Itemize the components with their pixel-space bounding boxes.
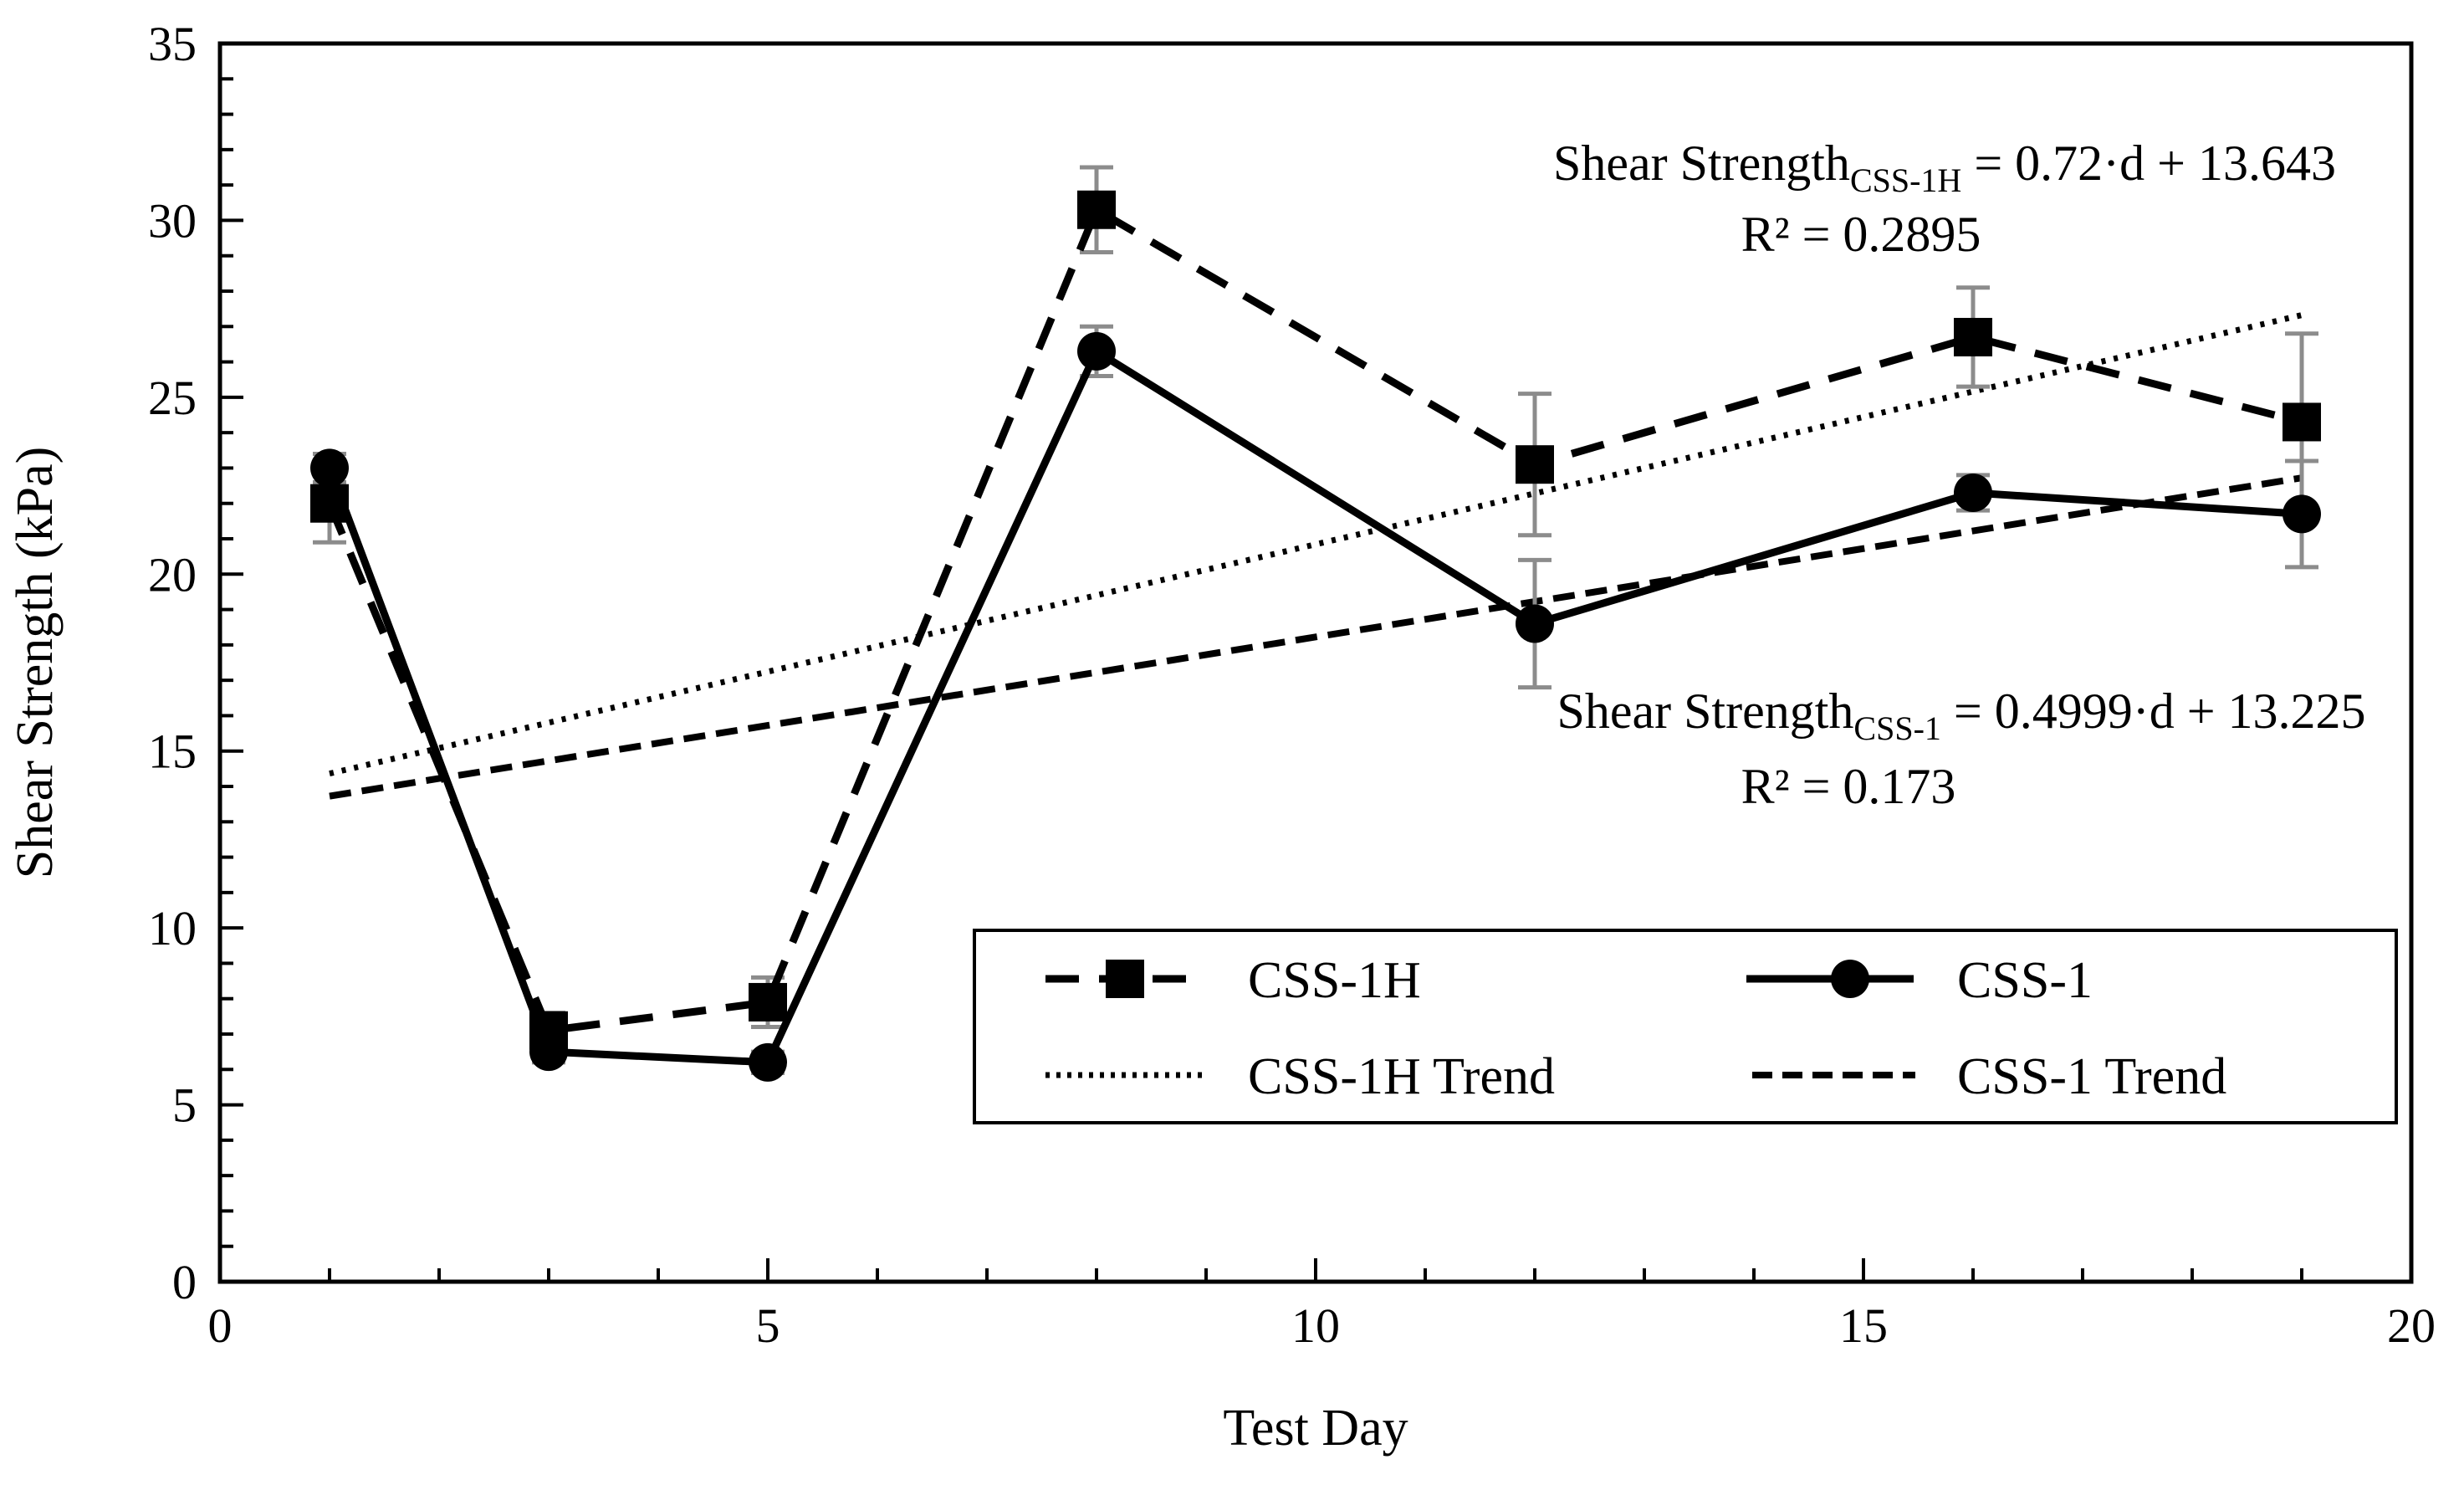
point-css-1h	[1954, 318, 1992, 356]
series-line-css-1h	[330, 210, 2302, 1031]
annotation-css-1-equation: Shear StrengthCSS-1 = 0.4999·d + 13.225	[1557, 684, 2365, 747]
annotation-css-1-r2: R² = 0.173	[1741, 759, 1956, 814]
y-tick-label: 35	[148, 17, 197, 71]
point-css-1h	[2283, 402, 2321, 441]
y-tick-labels: 0 5 10 15 20 25 30 35	[148, 17, 197, 1309]
x-tick-label: 15	[1839, 1298, 1888, 1353]
point-css-1	[310, 448, 349, 487]
point-css-1h	[1516, 445, 1554, 484]
annotation-css-1: Shear StrengthCSS-1 = 0.4999·d + 13.225 …	[1557, 684, 2365, 814]
y-tick-label: 30	[148, 193, 197, 248]
y-tick-label: 20	[148, 547, 197, 602]
y-tick-label: 5	[172, 1078, 197, 1133]
y-tick-label: 25	[148, 371, 197, 425]
x-axis-title: Test Day	[1223, 1400, 1408, 1457]
legend-swatch-css-1h-marker	[1106, 960, 1144, 998]
point-css-1h	[749, 983, 787, 1022]
y-tick-label: 15	[148, 725, 197, 779]
trend-line-css-1-trend	[330, 478, 2302, 796]
point-css-1h	[310, 484, 349, 523]
legend-label-css-1-trend: CSS-1 Trend	[1957, 1048, 2226, 1105]
point-css-1	[749, 1043, 787, 1082]
point-css-1	[1516, 604, 1554, 643]
legend-label-css-1h: CSS-1H	[1248, 952, 1421, 1009]
legend-swatch-css-1-marker	[1831, 960, 1869, 998]
annotation-css-1h: Shear StrengthCSS-1H = 0.72·d + 13.643 R…	[1553, 136, 2336, 262]
x-tick-label: 0	[208, 1298, 233, 1353]
legend-label-css-1h-trend: CSS-1H Trend	[1248, 1048, 1555, 1105]
annotation-css-1h-r2: R² = 0.2895	[1741, 207, 1981, 262]
x-tick-label: 20	[2387, 1298, 2436, 1353]
point-css-1	[1954, 474, 1992, 512]
legend: CSS-1H CSS-1 CSS-1H Trend CSS-1 Trend	[974, 930, 2396, 1123]
point-css-1	[2283, 494, 2321, 533]
point-css-1	[1077, 332, 1116, 371]
x-tick-labels: 0 5 10 15 20	[208, 1298, 2436, 1353]
annotation-css-1h-equation: Shear StrengthCSS-1H = 0.72·d + 13.643	[1553, 136, 2336, 199]
x-tick-label: 10	[1291, 1298, 1340, 1353]
x-tick-label: 5	[756, 1298, 780, 1353]
y-tick-label: 0	[172, 1255, 197, 1309]
legend-label-css-1: CSS-1	[1957, 952, 2093, 1009]
y-tick-label: 10	[148, 901, 197, 955]
point-css-1	[529, 1032, 568, 1071]
y-axis-title: Shear Strength (kPa)	[7, 447, 64, 879]
point-css-1h	[1077, 191, 1116, 229]
chart: 0 5 10 15 20 0 5 10 15 20 25 30 35 Test Day Shear S…	[0, 0, 2464, 1485]
